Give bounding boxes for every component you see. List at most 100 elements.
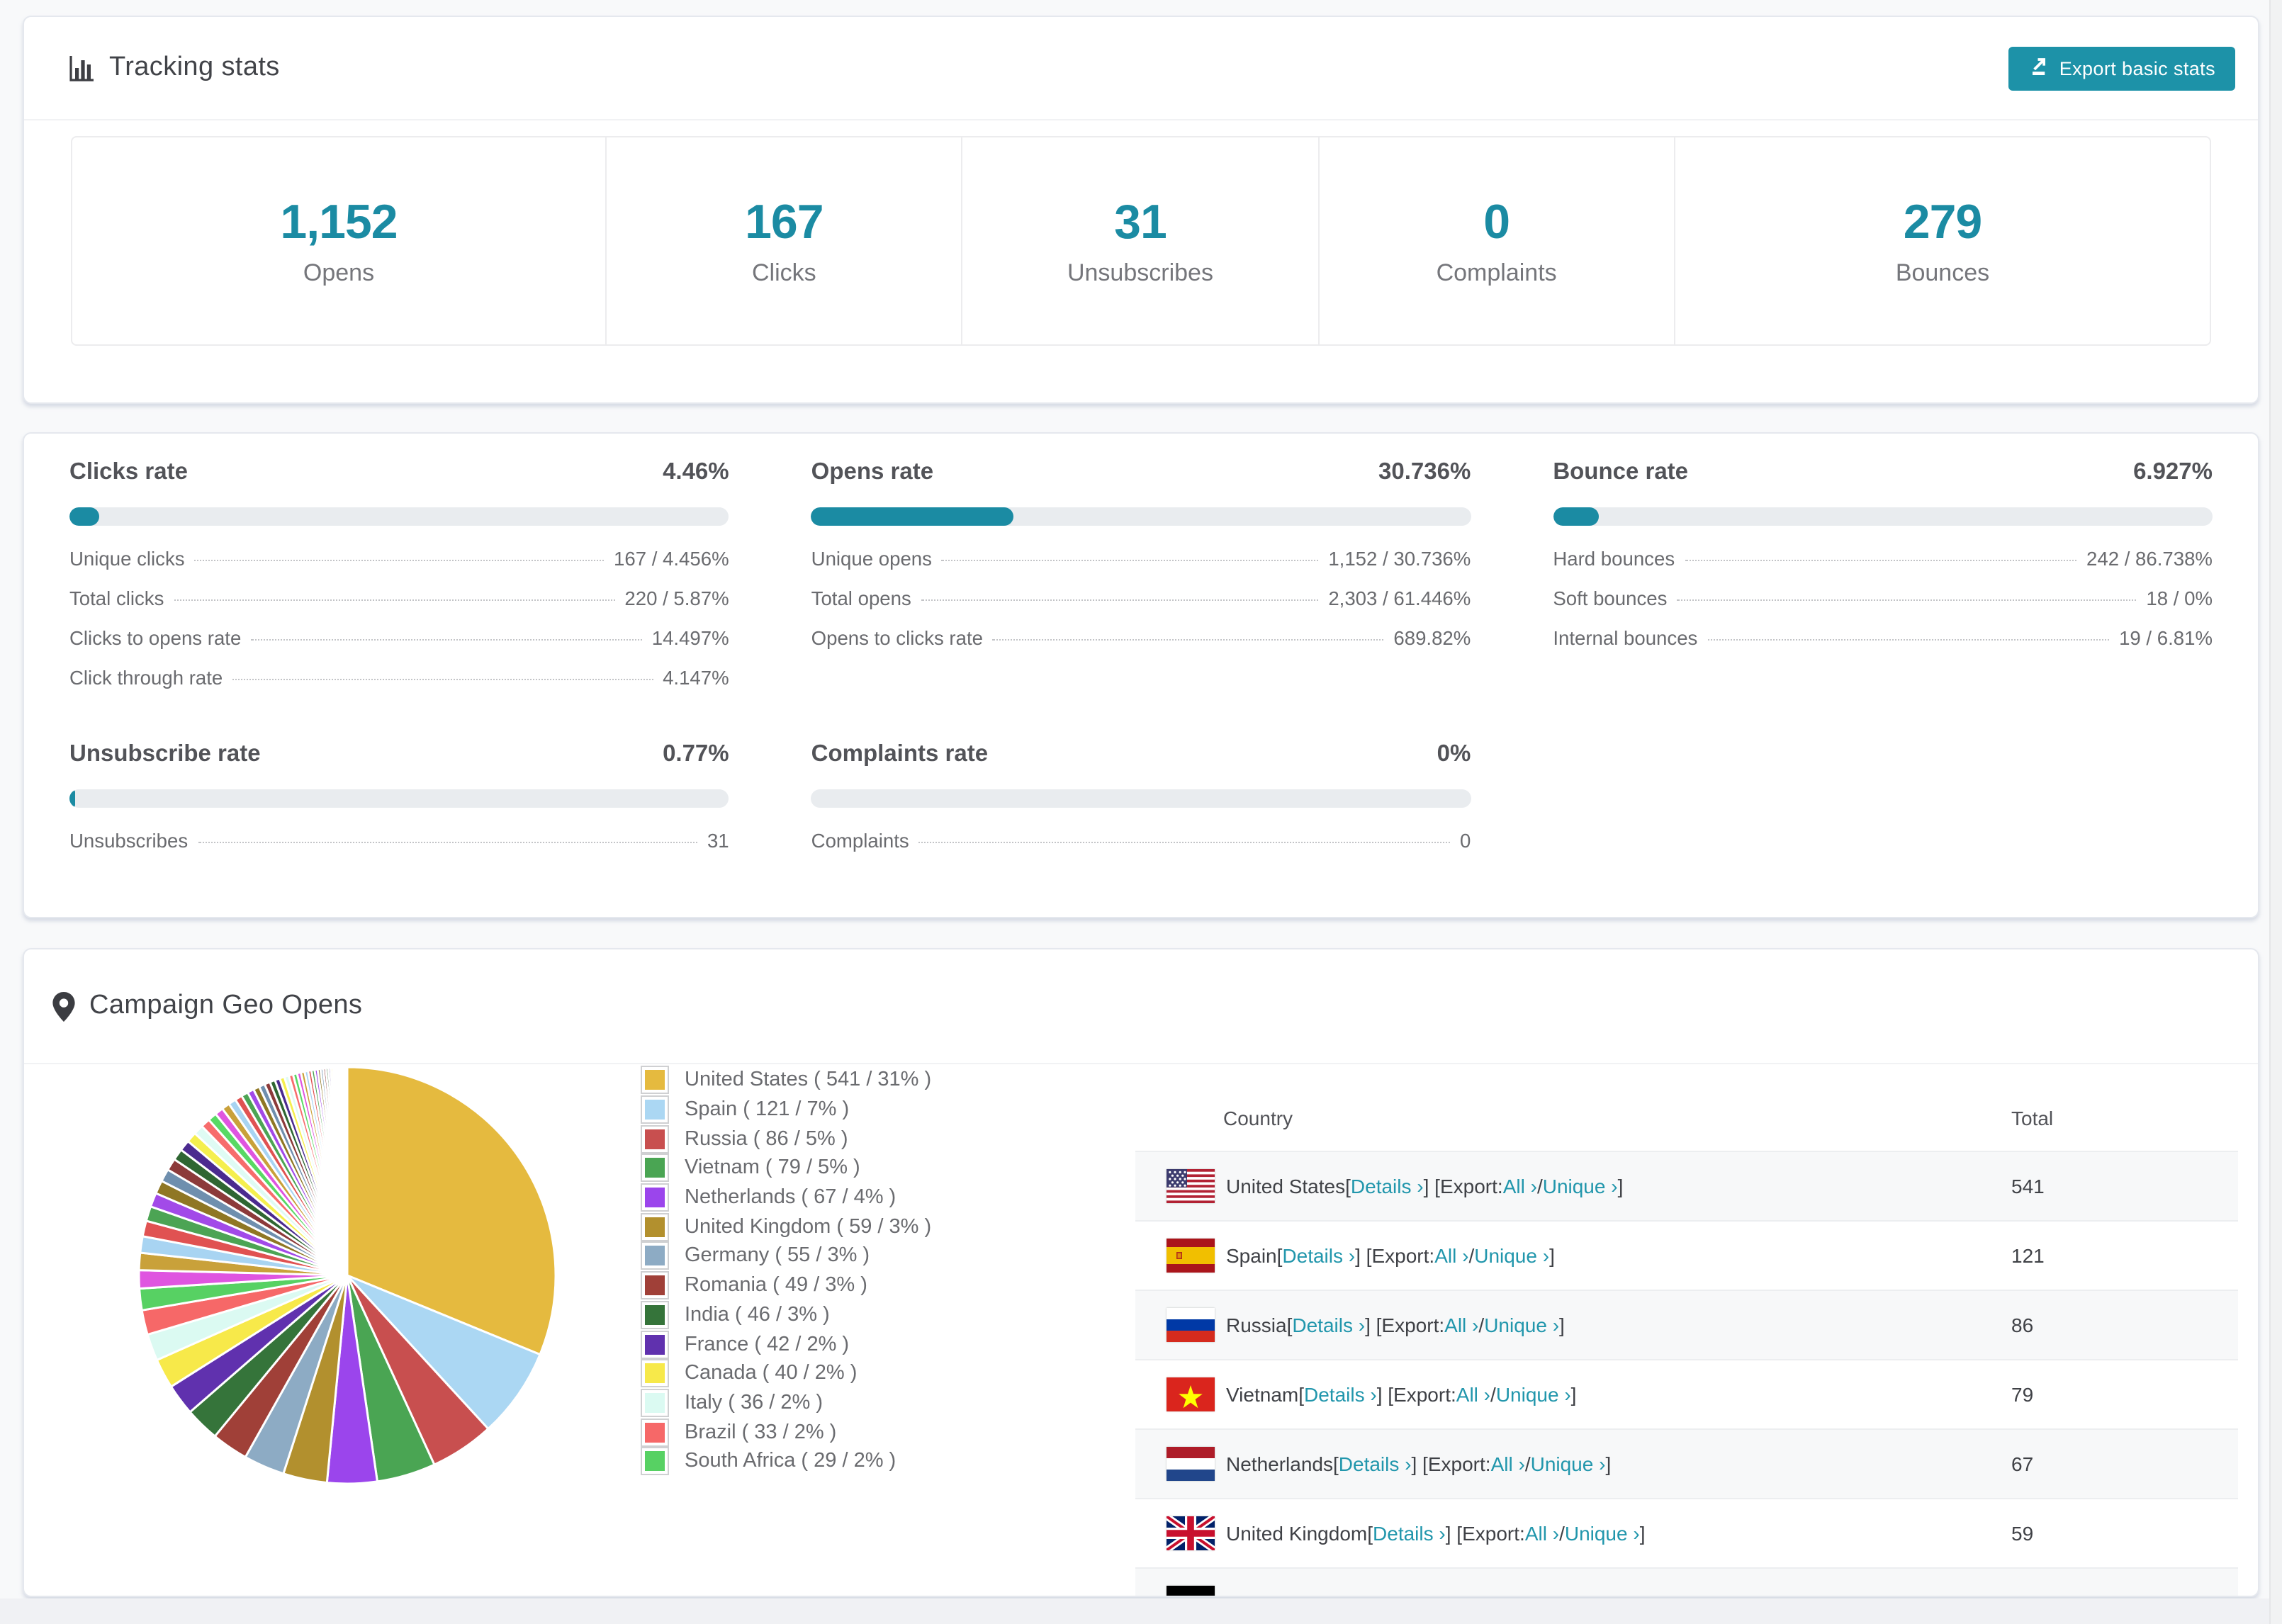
- stat-row-label: Click through rate: [69, 667, 223, 689]
- geo-opens-legend: United States ( 541 / 31% ) Spain ( 121 /…: [641, 1066, 932, 1476]
- bracket-text: [: [1286, 1314, 1293, 1336]
- bracket-text: ] [Export:: [1376, 1383, 1456, 1406]
- stat-row-internal-bounces: Internal bounces 19 / 6.81%: [1553, 628, 2213, 667]
- geo-table-header: Country Total: [1135, 1086, 2238, 1151]
- export-all-link-vietnam[interactable]: All ›: [1456, 1383, 1491, 1406]
- legend-label-canada: Canada ( 40 / 2% ): [685, 1362, 858, 1385]
- details-link-united-kingdom[interactable]: Details ›: [1373, 1522, 1446, 1545]
- export-all-link-united-states[interactable]: All ›: [1502, 1175, 1537, 1197]
- stat-row-value: 220 / 5.87%: [624, 588, 729, 609]
- stat-row-label: Soft bounces: [1553, 588, 1668, 609]
- export-all-link-netherlands[interactable]: All ›: [1490, 1453, 1525, 1475]
- stat-row-complaints: Complaints 0: [811, 830, 1471, 870]
- flag-united-states-icon: [1167, 1169, 1226, 1203]
- progress-fill-bounce-rate: [1553, 507, 1599, 526]
- legend-item-india: India ( 46 / 3% ): [641, 1300, 931, 1329]
- stat-value-opens: 1,152: [280, 195, 398, 249]
- geo-country-cell-united-kingdom: United Kingdom [Details ›] [Export: All …: [1135, 1516, 2011, 1550]
- total-column-header: Total: [2011, 1107, 2054, 1129]
- geo-total-cell-united-states: 541: [2011, 1175, 2045, 1197]
- stat-value-clicks: 167: [745, 195, 824, 249]
- rate-rows-bounce-rate: Hard bounces 242 / 86.738% Soft bounces 18 …: [1553, 548, 2213, 667]
- legend-swatch-united-states: [641, 1066, 669, 1095]
- flag-vietnam-icon: [1167, 1377, 1226, 1411]
- legend-item-brazil: Brazil ( 33 / 2% ): [641, 1418, 931, 1447]
- export-unique-link-russia[interactable]: Unique ›: [1484, 1314, 1560, 1336]
- country-name: Vietnam: [1226, 1383, 1299, 1406]
- details-link-united-states[interactable]: Details ›: [1350, 1175, 1424, 1197]
- legend-label-italy: Italy ( 36 / 2% ): [685, 1391, 824, 1414]
- legend-item-netherlands: Netherlands ( 67 / 4% ): [641, 1183, 931, 1212]
- stat-label-clicks: Clicks: [751, 259, 816, 286]
- export-basic-stats-label: Export basic stats: [2059, 57, 2215, 79]
- legend-swatch-united-kingdom: [641, 1212, 669, 1241]
- export-all-link-russia[interactable]: All ›: [1444, 1314, 1479, 1336]
- legend-item-united-states: United States ( 541 / 31% ): [641, 1066, 931, 1095]
- rate-title-opens-rate: Opens rate: [811, 459, 934, 485]
- rate-head-complaints-rate: Complaints rate 0%: [811, 741, 1471, 784]
- details-link-vietnam[interactable]: Details ›: [1304, 1383, 1377, 1406]
- bracket-text: [: [1308, 1591, 1313, 1596]
- stat-row-label: Hard bounces: [1553, 548, 1675, 570]
- rate-head-unsubscribe-rate: Unsubscribe rate 0.77%: [69, 741, 729, 784]
- stat-value-bounces: 279: [1903, 195, 1982, 249]
- export-unique-link-vietnam[interactable]: Unique ›: [1495, 1383, 1571, 1406]
- export-basic-stats-button[interactable]: Export basic stats: [2008, 46, 2235, 90]
- details-link-russia[interactable]: Details ›: [1292, 1314, 1366, 1336]
- stat-value-unsubscribes: 31: [1114, 195, 1167, 249]
- rate-section-opens-rate: Opens rate 30.736% Unique opens 1,152 / 30.…: [811, 459, 1471, 707]
- details-link-spain[interactable]: Details ›: [1282, 1244, 1356, 1267]
- stat-row-label: Unique clicks: [69, 548, 185, 570]
- stat-row-value: 0: [1459, 830, 1471, 852]
- stat-cell-complaints: 0 Complaints: [1319, 137, 1675, 344]
- geo-total-cell-netherlands: 67: [2011, 1453, 2034, 1475]
- export-unique-link-united-kingdom[interactable]: Unique ›: [1564, 1522, 1640, 1545]
- rate-value-bounce-rate: 6.927%: [2133, 459, 2213, 485]
- rate-title-complaints-rate: Complaints rate: [811, 741, 989, 767]
- legend-swatch-brazil: [641, 1418, 669, 1447]
- rate-section-unsubscribe-rate: Unsubscribe rate 0.77% Unsubscribes 31: [69, 741, 729, 870]
- stat-row-value: 167 / 4.456%: [614, 548, 729, 570]
- geo-total-cell-spain: 121: [2011, 1244, 2045, 1267]
- rate-value-unsubscribe-rate: 0.77%: [663, 741, 729, 767]
- details-link-netherlands[interactable]: Details ›: [1338, 1453, 1412, 1475]
- export-unique-link-spain[interactable]: Unique ›: [1474, 1244, 1550, 1267]
- stat-row-unique-opens: Unique opens 1,152 / 30.736%: [811, 548, 1471, 588]
- scrollbar-track[interactable]: [2269, 0, 2282, 1624]
- geo-total-cell-germany: 55: [2011, 1591, 2238, 1596]
- stat-row-hard-bounces: Hard bounces 242 / 86.738%: [1553, 548, 2213, 588]
- stat-cell-opens: 1,152 Opens: [72, 137, 607, 344]
- export-all-link-germany[interactable]: All ›: [1466, 1591, 1500, 1596]
- legend-label-germany: Germany ( 55 / 3% ): [685, 1244, 870, 1268]
- pie-slice-united-states: [346, 1066, 557, 1356]
- rate-rows-opens-rate: Unique opens 1,152 / 30.736% Total opens 2,…: [811, 548, 1471, 667]
- legend-label-united-kingdom: United Kingdom ( 59 / 3% ): [685, 1215, 932, 1239]
- campaign-geo-opens-card: Campaign Geo Opens United States ( 541 /…: [23, 948, 2259, 1597]
- export-unique-link-united-states[interactable]: Unique ›: [1542, 1175, 1618, 1197]
- bracket-text: /: [1468, 1244, 1475, 1267]
- stat-row-value: 689.82%: [1393, 628, 1471, 649]
- stat-row-value: 4.147%: [663, 667, 729, 689]
- country-column-header: Country: [1223, 1107, 1293, 1129]
- page-bottom-band: [0, 1598, 2282, 1624]
- geo-table-row-spain: Spain [Details ›] [Export: All › / Uniqu…: [1135, 1220, 2238, 1290]
- geo-total-cell-russia: 86: [2011, 1314, 2034, 1336]
- dotted-leader: [941, 560, 1319, 561]
- export-unique-link-netherlands[interactable]: Unique ›: [1530, 1453, 1606, 1475]
- dotted-leader: [992, 639, 1384, 641]
- legend-swatch-south-africa: [641, 1447, 669, 1476]
- legend-swatch-italy: [641, 1388, 669, 1417]
- geo-table-row-vietnam: Vietnam [Details ›] [Export: All › / Uni…: [1135, 1359, 2238, 1428]
- export-unique-link-germany[interactable]: Unique ›: [1505, 1591, 1580, 1596]
- tracking-stats-header: Tracking stats Export basic stats: [24, 17, 2258, 120]
- bracket-text: /: [1524, 1453, 1531, 1475]
- rate-value-opens-rate: 30.736%: [1378, 459, 1471, 485]
- legend-label-netherlands: Netherlands ( 67 / 4% ): [685, 1186, 896, 1209]
- details-link-germany[interactable]: Details ›: [1313, 1591, 1386, 1596]
- export-all-link-united-kingdom[interactable]: All ›: [1524, 1522, 1560, 1545]
- geo-opens-pie-chart: [135, 1063, 560, 1488]
- export-icon: [2028, 55, 2050, 81]
- export-all-link-spain[interactable]: All ›: [1434, 1244, 1469, 1267]
- country-name: Spain: [1226, 1244, 1277, 1267]
